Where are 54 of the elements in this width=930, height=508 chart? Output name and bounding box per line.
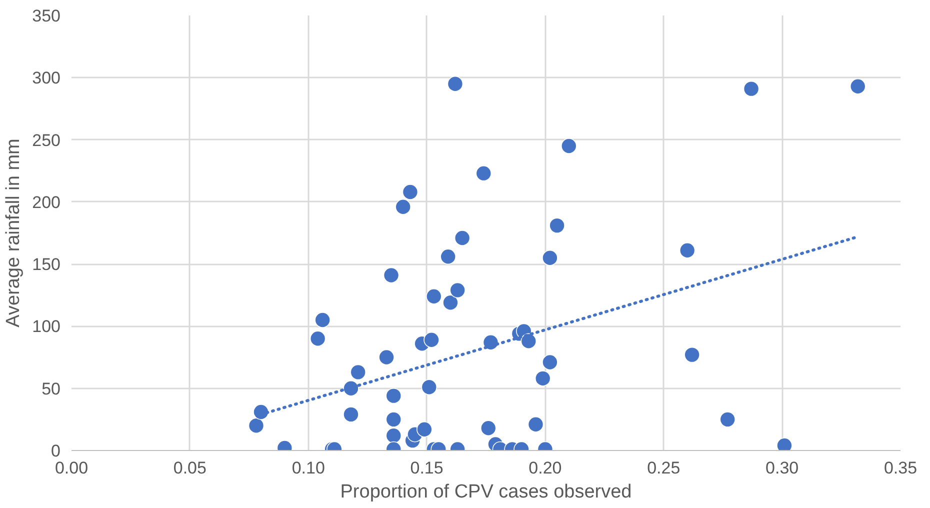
point bbox=[386, 412, 402, 428]
point bbox=[447, 76, 464, 92]
point bbox=[343, 406, 359, 422]
point bbox=[520, 333, 537, 350]
point bbox=[416, 421, 432, 438]
point bbox=[549, 218, 565, 234]
point bbox=[542, 354, 558, 370]
y-tick-label: 0 bbox=[51, 442, 61, 460]
x-tick-label: 0.10 bbox=[292, 458, 325, 478]
point bbox=[850, 78, 866, 94]
point bbox=[378, 349, 394, 366]
point bbox=[402, 184, 418, 200]
y-tick-label: 200 bbox=[32, 192, 61, 212]
x-tick-label: 0.35 bbox=[884, 458, 918, 478]
point bbox=[386, 388, 402, 404]
point bbox=[253, 404, 269, 420]
y-tick-label: 150 bbox=[32, 255, 61, 274]
point bbox=[248, 418, 264, 434]
point bbox=[442, 294, 458, 310]
point bbox=[350, 364, 366, 380]
x-tick-label: 0.20 bbox=[528, 458, 562, 478]
x-tick-label: 0.25 bbox=[647, 458, 680, 478]
point bbox=[528, 416, 544, 432]
point bbox=[310, 330, 326, 347]
point bbox=[679, 242, 696, 258]
y-tick-label: 250 bbox=[32, 130, 61, 150]
point bbox=[561, 138, 577, 154]
y-tick-label: 50 bbox=[42, 379, 61, 398]
point bbox=[386, 428, 402, 444]
y-tick-label: 300 bbox=[32, 68, 61, 88]
point bbox=[684, 346, 700, 363]
x-axis-title: Proportion of CPV cases observed bbox=[340, 482, 632, 502]
x-tick-label: 0.15 bbox=[410, 458, 444, 478]
point bbox=[440, 248, 456, 264]
point bbox=[383, 267, 400, 284]
point bbox=[314, 312, 330, 328]
y-tick-label: 350 bbox=[32, 6, 61, 26]
y-tick-label: 100 bbox=[32, 317, 61, 336]
x-tick-label: 0.00 bbox=[54, 458, 88, 478]
y-axis-title: Average rainfall in mm bbox=[3, 138, 24, 328]
x-tick-label: 0.30 bbox=[766, 458, 799, 478]
point bbox=[476, 165, 492, 182]
point bbox=[421, 379, 438, 395]
x-tick-label: 0.05 bbox=[173, 458, 206, 478]
point bbox=[534, 370, 551, 386]
point bbox=[542, 250, 558, 266]
point bbox=[720, 412, 736, 428]
point bbox=[743, 80, 760, 97]
point bbox=[426, 288, 442, 304]
point bbox=[450, 282, 466, 298]
point bbox=[424, 332, 440, 348]
point bbox=[480, 420, 496, 436]
point bbox=[395, 199, 411, 215]
point bbox=[454, 230, 470, 246]
